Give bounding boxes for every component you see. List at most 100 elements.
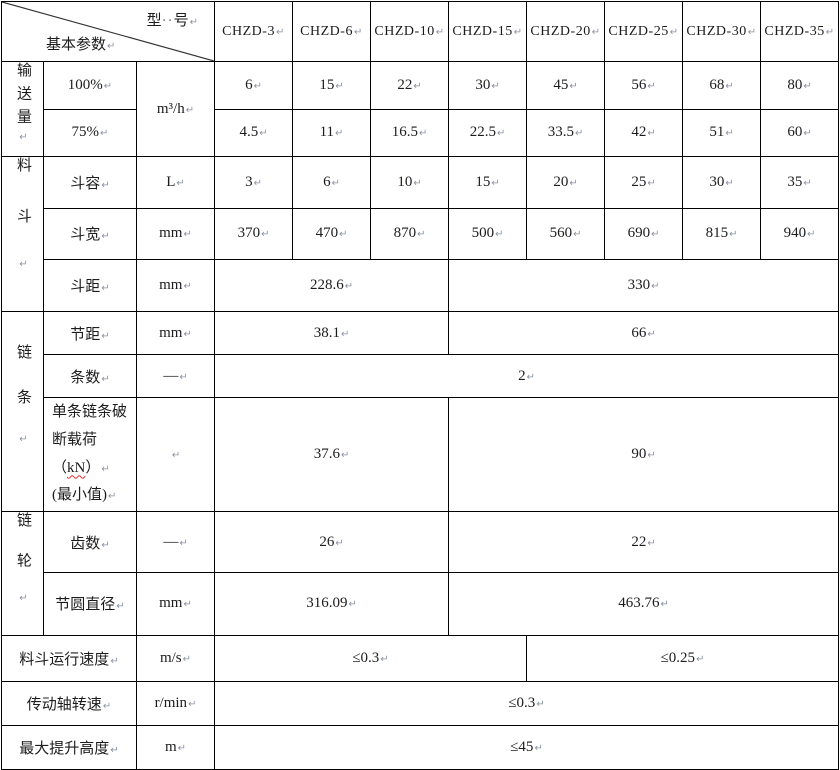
paragraph-mark: ↵ bbox=[101, 283, 110, 295]
paragraph-mark: ↵ bbox=[101, 330, 110, 342]
corner-top-label: 型··号↵ bbox=[146, 13, 199, 29]
unit-cell: m/s↵ bbox=[135, 634, 216, 682]
value-cell-span-all: 2↵ bbox=[214, 354, 840, 398]
paragraph-mark: ↵ bbox=[496, 128, 506, 140]
value-cell: 815↵ bbox=[682, 207, 762, 261]
paragraph-mark: ↵ bbox=[348, 599, 357, 611]
paragraph-mark: ↵ bbox=[725, 128, 734, 140]
paragraph-mark: ↵ bbox=[107, 41, 116, 52]
unit-cell: m↵ bbox=[135, 724, 216, 770]
value-cell-span-right: 22↵ bbox=[448, 511, 840, 573]
param-label-cell: 最大提升高度↵ bbox=[1, 724, 137, 770]
unit-cell-empty: ↵ bbox=[135, 397, 216, 512]
value-cell: 870↵ bbox=[370, 207, 450, 261]
paragraph-mark: ↵ bbox=[116, 601, 125, 613]
paragraph-mark: ↵ bbox=[418, 128, 428, 140]
paragraph-mark: ↵ bbox=[101, 539, 110, 551]
paragraph-mark: ↵ bbox=[189, 17, 199, 28]
paragraph-mark: ↵ bbox=[340, 450, 350, 461]
paragraph-mark: ↵ bbox=[651, 281, 660, 293]
paragraph-mark: ↵ bbox=[725, 177, 734, 189]
model-header-cell: CHZD-15↵ bbox=[448, 1, 528, 62]
paragraph-mark: ↵ bbox=[413, 80, 422, 92]
paragraph-mark: ↵ bbox=[669, 26, 679, 38]
paragraph-mark: ↵ bbox=[344, 281, 354, 293]
paragraph-mark: ↵ bbox=[803, 80, 812, 92]
row-bucket-width: 斗宽↵ mm↵ 370↵ 470↵ 870↵ 500↵ 560↵ 690↵ 81… bbox=[2, 207, 840, 261]
value-cell: 6↵ bbox=[292, 156, 372, 209]
paragraph-mark: ↵ bbox=[353, 26, 363, 38]
paragraph-mark: ↵ bbox=[335, 128, 344, 140]
value-cell: 500↵ bbox=[448, 207, 528, 261]
value-cell: 45↵ bbox=[526, 61, 606, 110]
row-bucket-capacity: 料斗↵ 斗容↵ L↵ 3↵ 6↵ 10↵ 15↵ 20↵ 25↵ 30↵ 35↵ bbox=[1, 156, 840, 312]
row-chain-pitch: 链条↵ 节距↵ mm↵ 38.1↵ 66↵ bbox=[1, 311, 840, 512]
paragraph-mark: ↵ bbox=[183, 599, 192, 611]
paragraph-mark: ↵ bbox=[183, 229, 192, 241]
paragraph-mark: ↵ bbox=[188, 698, 197, 710]
header-row: 型··号↵ 基本参数↵ CHZD-3↵ CHZD-6↵ CHZD-10↵ CHZ… bbox=[0, 1, 840, 62]
value-cell: 4.5↵ bbox=[214, 108, 294, 157]
paragraph-mark: ↵ bbox=[534, 742, 543, 754]
value-cell-span-right: 90↵ bbox=[448, 397, 840, 512]
paragraph-mark: ↵ bbox=[179, 537, 188, 549]
paragraph-mark: ↵ bbox=[569, 177, 578, 189]
paragraph-mark: ↵ bbox=[183, 328, 192, 340]
paragraph-mark: ↵ bbox=[176, 177, 185, 189]
paragraph-mark: ↵ bbox=[103, 80, 113, 92]
row-shaft-speed: 传动轴转速↵ r/min↵ ≤0.3↵ bbox=[1, 680, 840, 726]
paragraph-mark: ↵ bbox=[647, 450, 656, 461]
param-label-cell: 节距↵ bbox=[43, 311, 137, 355]
paragraph-mark: ↵ bbox=[18, 259, 29, 306]
value-cell: 940↵ bbox=[760, 207, 840, 261]
value-cell-span-left: 26↵ bbox=[214, 511, 450, 573]
group-label-capacity: 输送量↵ bbox=[1, 61, 44, 157]
unit-cell: —↵ bbox=[135, 511, 216, 573]
paragraph-mark: ↵ bbox=[825, 26, 835, 38]
value-cell: 22.5↵ bbox=[448, 108, 528, 157]
paragraph-mark: ↵ bbox=[101, 179, 110, 191]
value-cell: 33.5↵ bbox=[526, 108, 606, 157]
value-cell: 470↵ bbox=[292, 207, 372, 261]
paragraph-mark: ↵ bbox=[647, 328, 656, 340]
row-chain-breaking-load: 单条链条破 断载荷（kN）↵ (最小值)↵ ↵ 37.6↵ 90↵ bbox=[2, 397, 840, 512]
value-cell: 56↵ bbox=[604, 61, 684, 110]
unit-cell: mm↵ bbox=[135, 572, 216, 636]
value-cell: 15↵ bbox=[292, 61, 372, 110]
param-label-cell: 料斗运行速度↵ bbox=[1, 634, 137, 682]
unit-cell: mm↵ bbox=[135, 311, 216, 355]
paragraph-mark: ↵ bbox=[803, 177, 812, 189]
paragraph-mark: ↵ bbox=[110, 744, 119, 756]
unit-cell: mm↵ bbox=[135, 207, 216, 261]
value-cell: 690↵ bbox=[604, 207, 684, 261]
unit-cell: L↵ bbox=[135, 156, 216, 209]
paragraph-mark: ↵ bbox=[526, 371, 535, 383]
value-cell: 51↵ bbox=[682, 108, 762, 157]
unit-cell: —↵ bbox=[135, 354, 216, 398]
value-cell: 25↵ bbox=[604, 156, 684, 209]
row-bucket-speed: 料斗运行速度↵ m/s↵ ≤0.3↵ ≤0.25↵ bbox=[1, 634, 840, 682]
value-cell-span-right: 330↵ bbox=[448, 259, 840, 312]
paragraph-mark: ↵ bbox=[335, 537, 344, 549]
paragraph-mark: ↵ bbox=[729, 229, 738, 241]
value-cell: 20↵ bbox=[526, 156, 606, 209]
value-cell: 80↵ bbox=[760, 61, 840, 110]
spellcheck-underline: kN bbox=[67, 459, 86, 476]
value-cell: 30↵ bbox=[682, 156, 762, 209]
paragraph-mark: ↵ bbox=[253, 80, 262, 92]
paragraph-mark: ↵ bbox=[110, 655, 119, 667]
paragraph-mark: ↵ bbox=[651, 229, 660, 241]
paragraph-mark: ↵ bbox=[101, 373, 110, 385]
model-header-cell: CHZD-25↵ bbox=[604, 1, 684, 62]
paragraph-mark: ↵ bbox=[647, 128, 656, 140]
paragraph-mark: ↵ bbox=[380, 653, 389, 665]
paragraph-mark: ↵ bbox=[417, 229, 426, 241]
paragraph-mark: ↵ bbox=[569, 80, 578, 92]
model-header-cell: CHZD-3↵ bbox=[214, 1, 294, 62]
value-cell: 22↵ bbox=[370, 61, 450, 110]
value-cell-span-right: ≤0.25↵ bbox=[526, 634, 840, 682]
model-header-cell: CHZD-30↵ bbox=[682, 1, 762, 62]
param-label-cell: 75%↵ bbox=[43, 108, 137, 157]
paragraph-mark: ↵ bbox=[647, 80, 656, 92]
value-cell: 10↵ bbox=[370, 156, 450, 209]
